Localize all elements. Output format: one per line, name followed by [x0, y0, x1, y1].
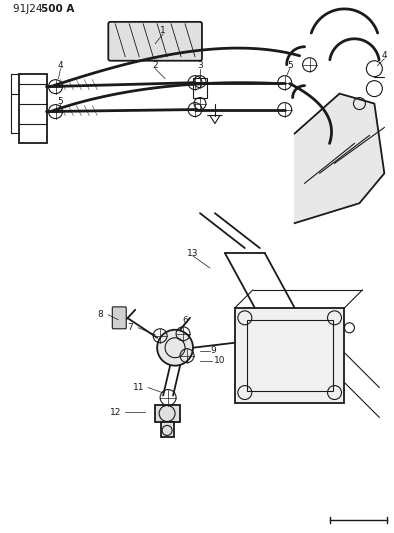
Text: 3: 3	[197, 61, 203, 70]
Text: 4: 4	[58, 61, 63, 70]
Text: 12: 12	[110, 408, 121, 417]
Text: 6: 6	[182, 316, 188, 325]
Polygon shape	[295, 94, 384, 223]
Text: 13: 13	[187, 248, 199, 257]
Text: 11: 11	[132, 383, 144, 392]
Bar	[235, 308, 344, 402]
Circle shape	[157, 330, 193, 366]
Bar	[193, 78, 207, 98]
Bar	[247, 320, 333, 391]
Text: 8: 8	[97, 310, 103, 319]
Text: 9: 9	[210, 346, 216, 355]
Bar	[19, 74, 46, 143]
Bar	[161, 423, 174, 438]
Text: 91J24: 91J24	[13, 4, 45, 14]
Text: 2: 2	[152, 61, 158, 70]
FancyBboxPatch shape	[108, 22, 202, 61]
Text: 10: 10	[214, 356, 226, 365]
Bar	[155, 405, 180, 423]
Text: 1: 1	[160, 26, 166, 35]
Text: 7: 7	[127, 324, 133, 332]
Text: 4: 4	[381, 51, 387, 60]
Text: 5: 5	[287, 61, 293, 70]
Text: 500 A: 500 A	[41, 4, 74, 14]
FancyBboxPatch shape	[112, 307, 126, 329]
Text: 5: 5	[58, 97, 63, 106]
